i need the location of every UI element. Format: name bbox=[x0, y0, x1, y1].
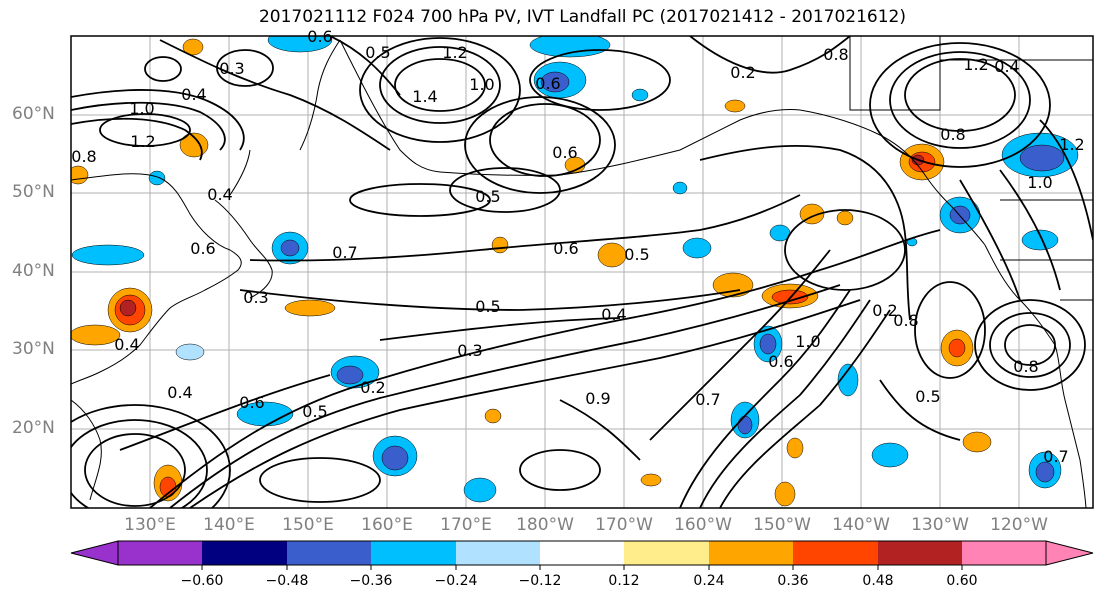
contour-label: 0.5 bbox=[915, 387, 940, 406]
contour-label: 1.2 bbox=[963, 55, 988, 74]
colorbar-segment bbox=[287, 541, 371, 565]
map-border bbox=[70, 35, 1094, 509]
colorbar-segment bbox=[540, 541, 624, 565]
colorbar-segment bbox=[118, 541, 202, 565]
colorbar-segment bbox=[878, 541, 962, 565]
colorbar-segment bbox=[709, 541, 793, 565]
contour-label: 0.6 bbox=[768, 352, 793, 371]
colorbar-tick-label: 0.12 bbox=[608, 573, 640, 589]
colorbar-tick-label: 0.24 bbox=[693, 573, 725, 589]
colorbar-tick-label: −0.36 bbox=[349, 573, 393, 589]
longitude-label: 120°W bbox=[990, 515, 1048, 535]
contour-label: 0.8 bbox=[893, 311, 918, 330]
contour-label: 0.8 bbox=[940, 125, 965, 144]
longitude-label: 150°E bbox=[282, 515, 334, 535]
latitude-label: 40°N bbox=[12, 261, 55, 281]
gridlines bbox=[71, 36, 1093, 508]
contour-label: 1.0 bbox=[469, 75, 494, 94]
colorbar-tick-label: −0.12 bbox=[518, 573, 562, 589]
contour-label: 0.7 bbox=[695, 390, 720, 409]
colorbar-tick-label: −0.48 bbox=[265, 573, 309, 589]
latitude-label: 50°N bbox=[12, 182, 55, 202]
longitude-label: 150°W bbox=[753, 515, 811, 535]
contour-label: 0.6 bbox=[190, 239, 215, 258]
contour-label: 0.8 bbox=[1013, 357, 1038, 376]
contour-label: 1.0 bbox=[129, 99, 154, 118]
longitude-label: 170°E bbox=[440, 515, 492, 535]
colorbar-tick-label: −0.60 bbox=[180, 573, 224, 589]
colorbar-tick-label: 0.36 bbox=[777, 573, 809, 589]
contour-label: 0.4 bbox=[181, 85, 206, 104]
contour-label: 0.3 bbox=[457, 341, 482, 360]
longitude-label: 170°W bbox=[595, 515, 653, 535]
colorbar bbox=[70, 540, 1094, 570]
colorbar-segment bbox=[624, 541, 709, 565]
contour-labels: 0.30.60.5 1.21.41.00.41.01.20.80.60.60.50… bbox=[71, 27, 1084, 466]
contour-label: 1.4 bbox=[412, 87, 437, 106]
colorbar-tick-label: −0.24 bbox=[434, 573, 478, 589]
colorbar-segment bbox=[456, 541, 540, 565]
longitude-label: 160°W bbox=[674, 515, 732, 535]
contour-label: 0.7 bbox=[332, 243, 357, 262]
contour-label: 1.2 bbox=[130, 132, 155, 151]
contour-label: 1.0 bbox=[795, 332, 820, 351]
longitude-label: 180°W bbox=[516, 515, 574, 535]
contour-label: 0.6 bbox=[553, 239, 578, 258]
contour-label: 0.4 bbox=[601, 305, 626, 324]
colorbar-segment bbox=[202, 541, 287, 565]
contour-label: 0.5 bbox=[302, 402, 327, 421]
colorbar-segment bbox=[371, 541, 456, 565]
contour-label: 1.0 bbox=[1027, 173, 1052, 192]
latitude-label: 20°N bbox=[12, 418, 55, 438]
contour-label: 0.6 bbox=[307, 27, 332, 46]
contour-label: 0.6 bbox=[552, 143, 577, 162]
latitude-label: 60°N bbox=[12, 104, 55, 124]
contour-label: 0.3 bbox=[243, 288, 268, 307]
contour-label: 0.2 bbox=[730, 63, 755, 82]
contour-label: 1.2 bbox=[1059, 135, 1084, 154]
contour-label: 0.5 bbox=[475, 297, 500, 316]
contour-label: 0.4 bbox=[114, 335, 139, 354]
longitude-label: 130°E bbox=[124, 515, 176, 535]
contour-label: 0.6 bbox=[535, 74, 560, 93]
contour-label: 0.4 bbox=[994, 57, 1019, 76]
contour-label: 0.4 bbox=[167, 383, 192, 402]
contour-label: 0.4 bbox=[207, 185, 232, 204]
colorbar-min-arrow bbox=[70, 540, 119, 566]
contour-label: 0.8 bbox=[71, 147, 96, 166]
contour-label: 0.8 bbox=[823, 45, 848, 64]
colorbar-max-arrow bbox=[1045, 540, 1094, 566]
colorbar-segment bbox=[962, 541, 1046, 565]
contour-label: 1.2 bbox=[442, 43, 467, 62]
map-panel bbox=[71, 36, 1093, 508]
colorbar-tick-label: 0.48 bbox=[862, 573, 894, 589]
latitude-label: 30°N bbox=[12, 339, 55, 359]
figure-title: 2017021112 F024 700 hPa PV, IVT Landfall… bbox=[258, 7, 906, 27]
pv-contours bbox=[71, 36, 1093, 508]
longitude-label: 140°W bbox=[832, 515, 890, 535]
contour-label: 0.7 bbox=[1043, 447, 1068, 466]
contour-label: 0.3 bbox=[219, 59, 244, 78]
longitude-label: 160°E bbox=[361, 515, 413, 535]
longitude-label: 130°W bbox=[911, 515, 969, 535]
colorbar-segment bbox=[793, 541, 878, 565]
colorbar-tick-label: 0.60 bbox=[946, 573, 978, 589]
contour-label: 0.2 bbox=[360, 378, 385, 397]
contour-label: 0.5 bbox=[624, 245, 649, 264]
contour-label: 0.6 bbox=[239, 393, 264, 412]
contour-label: 0.2 bbox=[872, 301, 897, 320]
contour-label: 0.5 bbox=[365, 43, 390, 62]
contour-label: 0.9 bbox=[585, 389, 610, 408]
contour-label: 0.5 bbox=[475, 187, 500, 206]
longitude-label: 140°E bbox=[203, 515, 255, 535]
